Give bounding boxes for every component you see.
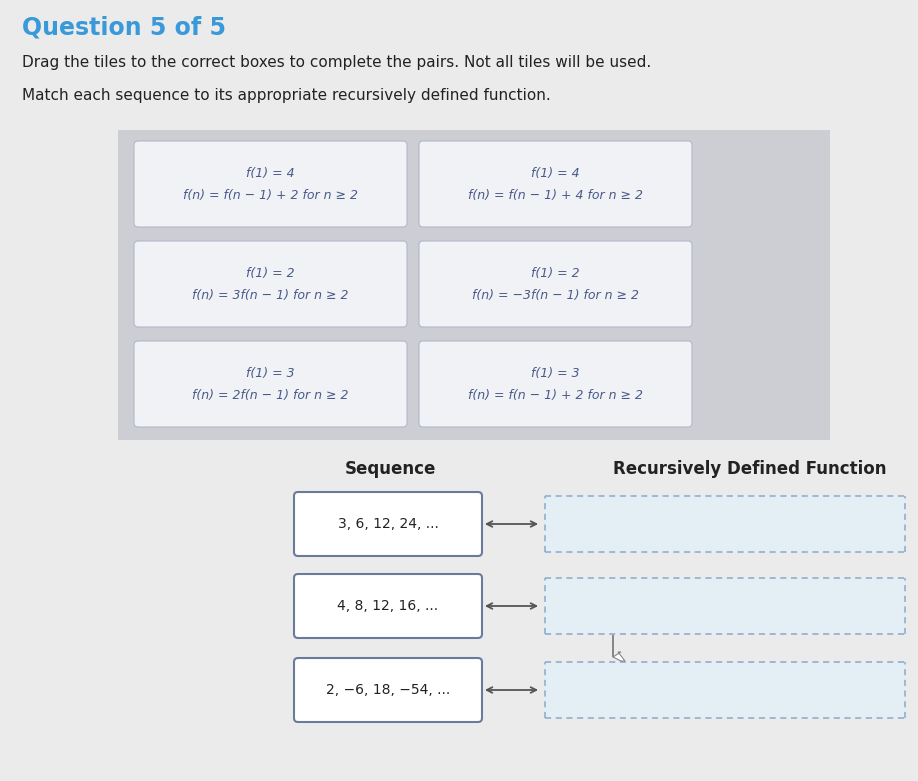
Text: f(n) = f(n − 1) + 2 for n ≥ 2: f(n) = f(n − 1) + 2 for n ≥ 2 [183, 188, 358, 201]
Text: f(n) = 2f(n − 1) for n ≥ 2: f(n) = 2f(n − 1) for n ≥ 2 [192, 388, 349, 401]
FancyBboxPatch shape [419, 341, 692, 427]
Text: Recursively Defined Function: Recursively Defined Function [613, 460, 887, 478]
Bar [118, 130, 830, 440]
Text: Sequence: Sequence [344, 460, 436, 478]
Text: f(n) = −3f(n − 1) for n ≥ 2: f(n) = −3f(n − 1) for n ≥ 2 [472, 288, 639, 301]
Text: f(1) = 4: f(1) = 4 [246, 166, 295, 180]
FancyBboxPatch shape [134, 341, 407, 427]
Text: f(1) = 2: f(1) = 2 [246, 266, 295, 280]
Text: f(n) = f(n − 1) + 4 for n ≥ 2: f(n) = f(n − 1) + 4 for n ≥ 2 [468, 188, 643, 201]
FancyBboxPatch shape [294, 492, 482, 556]
Text: f(1) = 2: f(1) = 2 [532, 266, 580, 280]
FancyBboxPatch shape [134, 241, 407, 327]
FancyBboxPatch shape [419, 141, 692, 227]
FancyBboxPatch shape [419, 241, 692, 327]
Text: 2, −6, 18, −54, ...: 2, −6, 18, −54, ... [326, 683, 450, 697]
Polygon shape [613, 635, 625, 661]
Bar [545, 662, 905, 718]
Text: Match each sequence to its appropriate recursively defined function.: Match each sequence to its appropriate r… [22, 88, 551, 103]
Text: 4, 8, 12, 16, ...: 4, 8, 12, 16, ... [338, 599, 439, 613]
Bar [545, 578, 905, 634]
Bar [545, 496, 905, 552]
FancyBboxPatch shape [294, 658, 482, 722]
Text: Drag the tiles to the correct boxes to complete the pairs. Not all tiles will be: Drag the tiles to the correct boxes to c… [22, 55, 651, 70]
Text: f(n) = f(n − 1) + 2 for n ≥ 2: f(n) = f(n − 1) + 2 for n ≥ 2 [468, 388, 643, 401]
Text: f(1) = 4: f(1) = 4 [532, 166, 580, 180]
Text: f(n) = 3f(n − 1) for n ≥ 2: f(n) = 3f(n − 1) for n ≥ 2 [192, 288, 349, 301]
Text: 3, 6, 12, 24, ...: 3, 6, 12, 24, ... [338, 517, 439, 531]
Text: f(1) = 3: f(1) = 3 [532, 366, 580, 380]
Text: Question 5 of 5: Question 5 of 5 [22, 15, 226, 39]
FancyBboxPatch shape [134, 141, 407, 227]
Text: f(1) = 3: f(1) = 3 [246, 366, 295, 380]
FancyBboxPatch shape [294, 574, 482, 638]
